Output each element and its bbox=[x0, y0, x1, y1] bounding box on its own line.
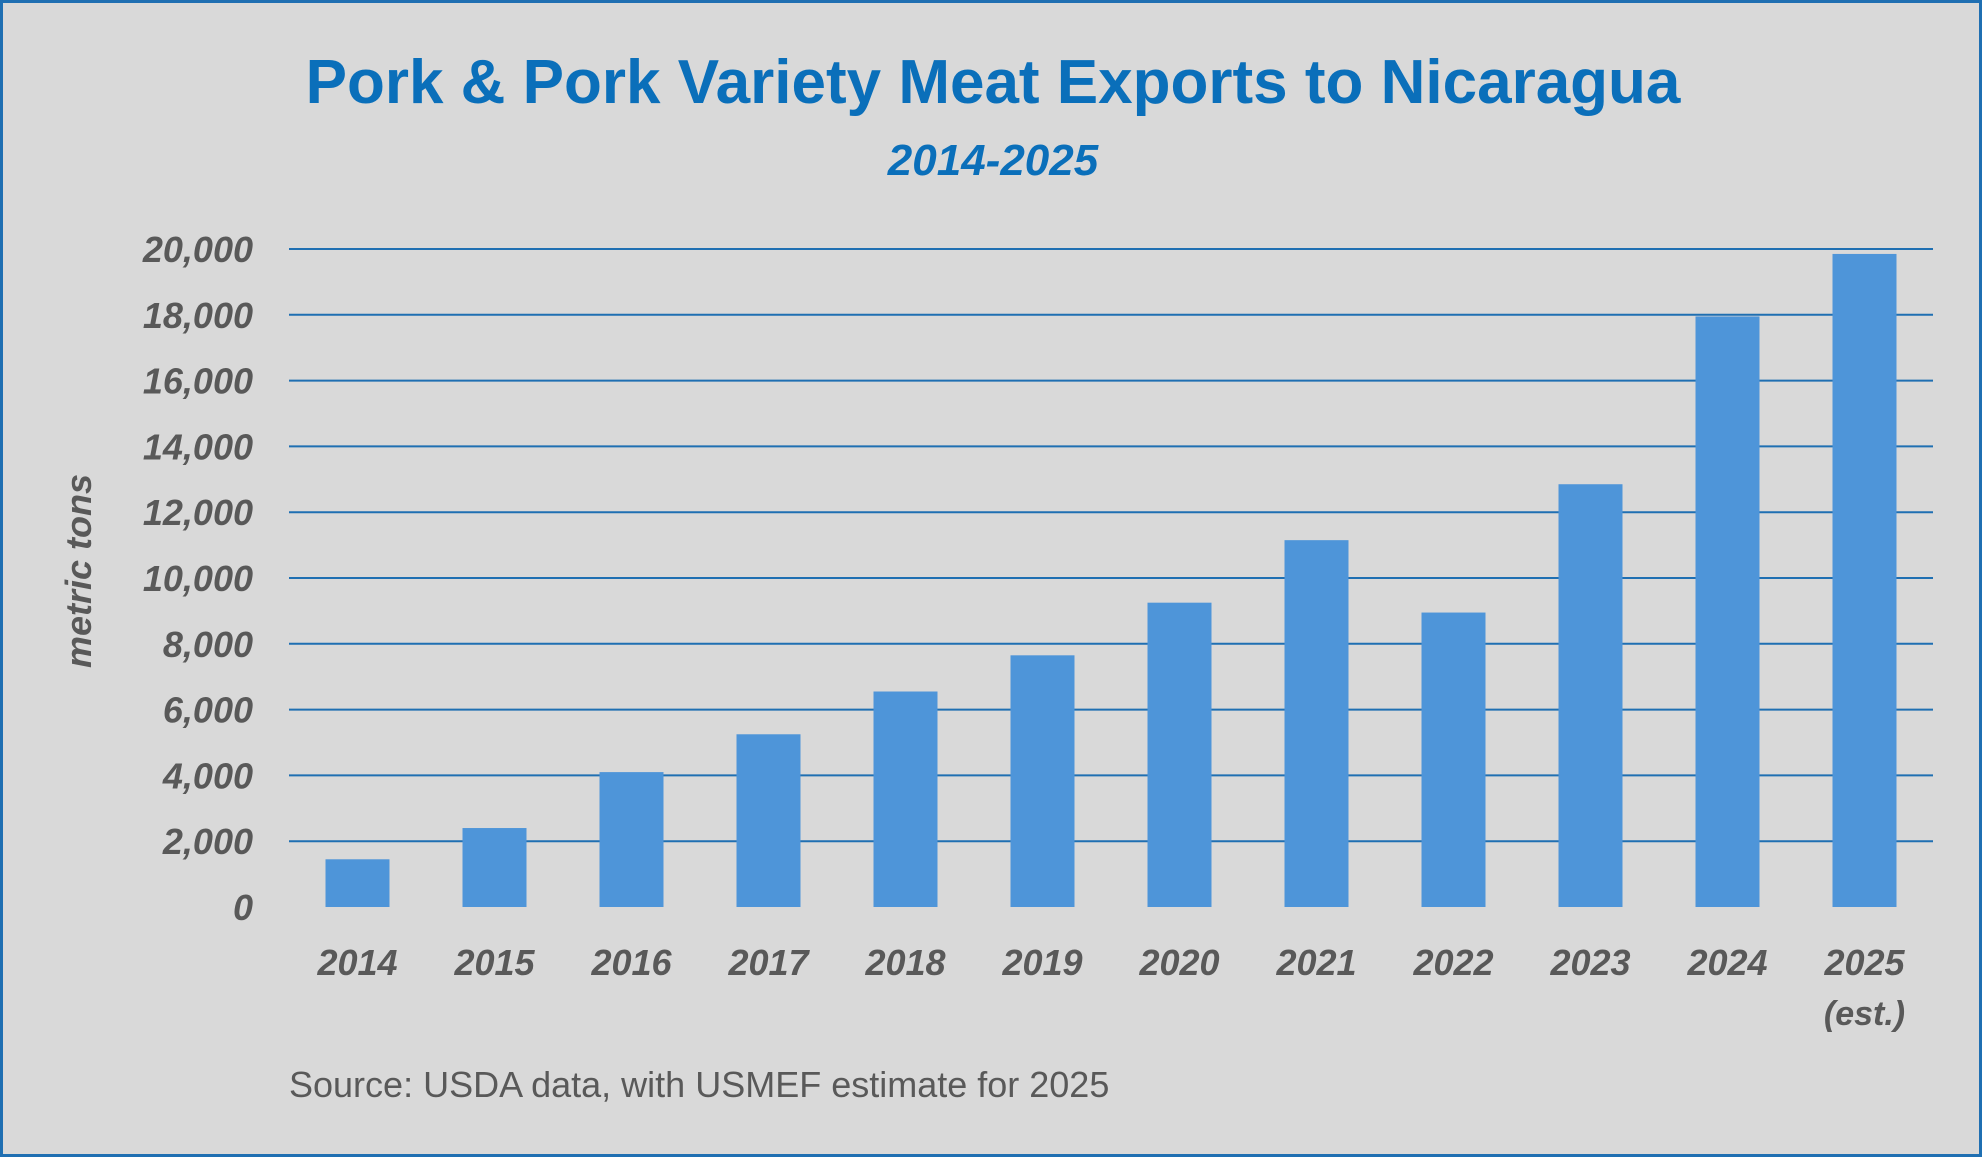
x-tick-label: 2014 bbox=[316, 942, 397, 983]
bar-chart: Pork & Pork Variety Meat Exports to Nica… bbox=[58, 48, 1933, 1105]
x-tick-label: 2023 bbox=[1549, 942, 1630, 983]
bar-2016 bbox=[599, 772, 664, 907]
y-tick-label: 8,000 bbox=[163, 624, 253, 665]
y-tick-label: 12,000 bbox=[143, 492, 253, 533]
x-tick-label: 2018 bbox=[864, 942, 945, 983]
y-tick-label: 18,000 bbox=[143, 295, 253, 336]
y-tick-label: 16,000 bbox=[143, 361, 253, 402]
y-tick-label: 0 bbox=[233, 887, 253, 928]
x-tick-label: 2022 bbox=[1412, 942, 1493, 983]
chart-title: Pork & Pork Variety Meat Exports to Nica… bbox=[306, 48, 1681, 117]
y-tick-label: 6,000 bbox=[163, 690, 253, 731]
x-tick-label: 2017 bbox=[727, 942, 810, 983]
bar-2015 bbox=[462, 828, 527, 907]
bar-2021 bbox=[1284, 540, 1349, 907]
gridlines bbox=[289, 248, 1933, 843]
x-tick-label: 2020 bbox=[1138, 942, 1219, 983]
y-tick-label: 4,000 bbox=[162, 755, 253, 796]
bar-2020 bbox=[1147, 602, 1212, 907]
chart-subtitle: 2014-2025 bbox=[887, 136, 1099, 185]
bar-2024 bbox=[1695, 316, 1760, 907]
bar-2023 bbox=[1558, 484, 1623, 907]
y-tick-label: 14,000 bbox=[143, 426, 253, 467]
bar-2018 bbox=[873, 691, 938, 907]
x-tick-note: (est.) bbox=[1824, 995, 1905, 1033]
bar-2022 bbox=[1421, 612, 1486, 907]
x-tick-label: 2015 bbox=[453, 942, 535, 983]
source-note: Source: USDA data, with USMEF estimate f… bbox=[289, 1064, 1109, 1105]
y-tick-label: 20,000 bbox=[142, 229, 253, 270]
y-tick-label: 10,000 bbox=[143, 558, 253, 599]
bar-2017 bbox=[736, 734, 801, 907]
bars bbox=[325, 253, 1897, 907]
x-tick-label: 2025 bbox=[1823, 942, 1905, 983]
x-tick-label: 2019 bbox=[1001, 942, 1082, 983]
y-tick-label: 2,000 bbox=[162, 821, 253, 862]
x-tick-label: 2024 bbox=[1686, 942, 1767, 983]
x-tick-label: 2016 bbox=[590, 942, 672, 983]
y-axis-label: metric tons bbox=[58, 474, 99, 668]
x-axis-ticks: 2014 2015 2016 2017 2018 2019 2020 2021 2022 2023… bbox=[316, 942, 1905, 1033]
bar-2025 bbox=[1832, 253, 1897, 907]
x-tick-label: 2021 bbox=[1275, 942, 1356, 983]
bar-2019 bbox=[1010, 655, 1075, 907]
bar-2014 bbox=[325, 859, 390, 907]
y-axis-ticks: 0 2,000 4,000 6,000 8,000 10,000 12,000 14,000 1… bbox=[142, 229, 253, 928]
